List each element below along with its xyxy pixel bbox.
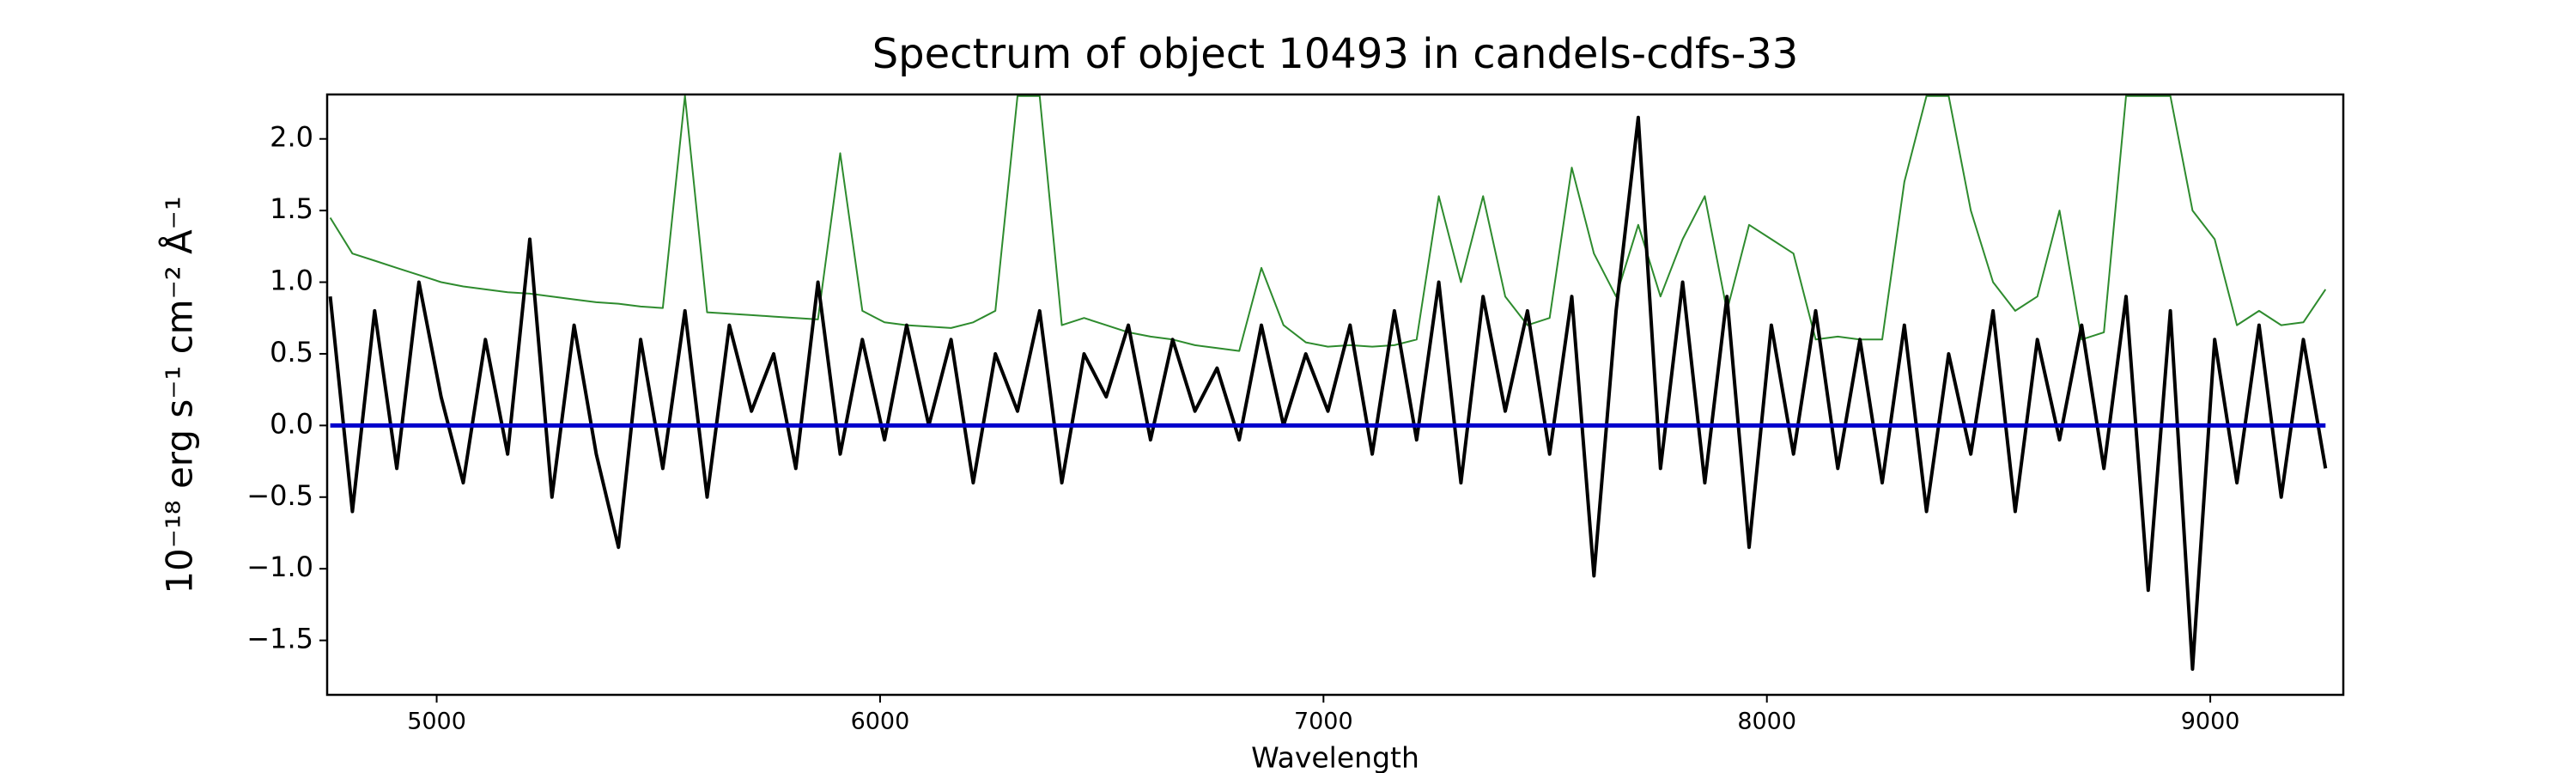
spectrum-line — [329, 94, 2327, 352]
y-tick-label: 0.0 — [270, 407, 313, 440]
x-tick-label: 8000 — [1737, 709, 1796, 735]
y-tick-label: 1.0 — [270, 265, 313, 297]
x-tick-label: 5000 — [407, 709, 466, 735]
y-tick-label: −0.5 — [246, 479, 313, 512]
axes-frame — [325, 93, 2345, 697]
x-tick-label: 9000 — [2181, 709, 2240, 735]
y-tick-label: 2.0 — [270, 121, 313, 154]
y-axis-label: 10⁻¹⁸ erg s⁻¹ cm⁻² Å⁻¹ — [158, 196, 201, 593]
x-axis-label: Wavelength — [1251, 741, 1419, 773]
x-tick-label: 6000 — [851, 709, 910, 735]
y-tick-label: −1.5 — [246, 623, 313, 655]
y-tick-label: 1.5 — [270, 192, 313, 225]
y-tick-label: 0.5 — [270, 336, 313, 368]
spectrum-line — [328, 115, 2328, 671]
chart-title: Spectrum of object 10493 in candels-cdfs… — [872, 30, 1799, 78]
y-tick-label: −1.0 — [246, 551, 313, 583]
plot-area — [328, 94, 2328, 671]
x-tick-label: 7000 — [1294, 709, 1353, 735]
